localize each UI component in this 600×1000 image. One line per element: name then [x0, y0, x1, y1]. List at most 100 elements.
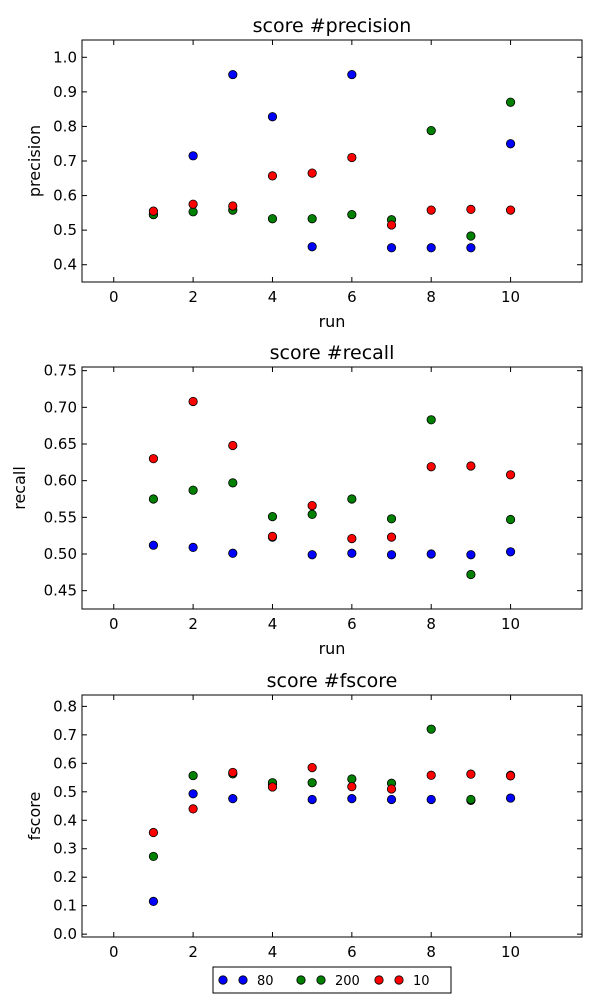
legend-label-80: 80 [257, 974, 274, 989]
x-tick-label: 10 [501, 615, 520, 633]
point-series-80-run-1 [148, 540, 159, 550]
legend-marker-10 [394, 975, 404, 985]
legend-marker-10 [374, 975, 384, 985]
y-tick-label: 0.8 [53, 697, 77, 715]
point-series-10-run-7 [386, 784, 397, 794]
y-tick-label: 0.1 [53, 897, 77, 915]
x-tick-label: 2 [188, 615, 198, 633]
point-series-80-run-10 [505, 793, 516, 803]
point-series-10-run-6 [347, 533, 357, 544]
point-series-10-run-10 [505, 205, 516, 215]
legend-marker-200 [316, 975, 326, 985]
point-series-80-run-2 [188, 789, 198, 799]
axes-frame [81, 694, 583, 938]
point-series-80-run-5 [307, 794, 317, 805]
point-series-80-run-3 [228, 794, 238, 804]
point-series-80-run-5 [307, 550, 317, 560]
point-series-80-run-10 [505, 547, 516, 557]
point-series-80-run-5 [307, 242, 317, 252]
data-points [148, 69, 516, 253]
y-tick-label: 0.4 [53, 256, 77, 274]
x-tick-label: 6 [347, 288, 357, 306]
point-series-10-run-8 [426, 462, 436, 472]
x-tick-label: 2 [188, 288, 198, 306]
point-series-10-run-5 [307, 762, 317, 773]
y-tick-label: 0.7 [53, 152, 77, 170]
point-series-80-run-4 [267, 112, 278, 122]
point-series-80-run-9 [466, 550, 476, 560]
y-axis-label: precision [25, 125, 44, 197]
point-series-80-run-9 [466, 243, 476, 253]
point-series-200-run-6 [347, 494, 357, 504]
point-series-10-run-2 [188, 396, 198, 407]
chart-panel-2: score #recall 0 2 4 6 8 10 0.45 0.50 0.55 0.60 0.65… [10, 342, 583, 658]
point-series-80-run-8 [426, 243, 436, 253]
point-series-200-run-10 [505, 514, 516, 525]
chart-panel-1: score #precision 0 2 4 6 8 10 0.4 0.5 0.6 0.7 0.8 0.… [25, 15, 583, 331]
point-series-10-run-1 [148, 454, 159, 464]
point-series-80-run-7 [386, 243, 397, 253]
point-series-10-run-3 [228, 767, 238, 778]
point-series-80-run-8 [426, 794, 436, 805]
x-tick-label: 6 [347, 943, 357, 961]
x-tick-label: 0 [109, 615, 119, 633]
point-series-80-run-3 [228, 69, 238, 80]
point-series-10-run-2 [188, 804, 198, 814]
x-tick-label: 4 [268, 943, 278, 961]
x-axis-label: run [319, 639, 346, 658]
chart-title: score #fscore [267, 670, 398, 692]
y-tick-label: 0.75 [44, 362, 77, 380]
y-tick-label: 0.65 [44, 435, 77, 453]
x-tick-label: 0 [109, 943, 119, 961]
point-series-10-run-1 [148, 827, 159, 838]
x-tick-label: 4 [268, 288, 278, 306]
point-series-80-run-2 [188, 151, 198, 161]
chart-title: score #recall [270, 342, 395, 364]
point-series-80-run-2 [188, 542, 198, 553]
point-series-10-run-6 [347, 782, 357, 792]
y-tick-label: 0.0 [53, 925, 77, 943]
point-series-10-run-2 [188, 199, 198, 209]
y-tick-label: 0.70 [44, 398, 77, 416]
point-series-80-run-3 [228, 548, 238, 558]
y-tick-label: 0.9 [53, 83, 77, 101]
point-series-10-run-5 [307, 500, 317, 511]
y-tick-label: 0.4 [53, 811, 77, 829]
point-series-200-run-9 [466, 794, 476, 805]
legend-box [212, 966, 452, 994]
point-series-10-run-4 [267, 171, 278, 181]
point-series-80-run-10 [505, 139, 516, 149]
point-series-80-run-6 [347, 548, 357, 558]
point-series-200-run-6 [347, 774, 357, 784]
point-series-10-run-5 [307, 168, 317, 178]
chart-title: score #precision [253, 15, 412, 37]
y-axis-label: fscore [25, 792, 44, 841]
point-series-10-run-4 [267, 531, 278, 542]
y-tick-label: 0.5 [53, 221, 77, 239]
point-series-10-run-3 [228, 201, 238, 211]
point-series-200-run-4 [267, 511, 278, 522]
y-tick-label: 0.8 [53, 117, 77, 135]
y-tick-label: 0.6 [53, 187, 77, 205]
x-tick-label: 2 [188, 943, 198, 961]
x-tick-label: 6 [347, 615, 357, 633]
x-tick-label: 8 [426, 943, 436, 961]
legend-marker-200 [296, 975, 306, 985]
point-series-200-run-9 [466, 569, 476, 580]
y-tick-label: 1.0 [53, 48, 77, 66]
x-tick-label: 10 [501, 943, 520, 961]
point-series-200-run-5 [307, 509, 317, 520]
y-tick-label: 0.45 [44, 582, 77, 600]
point-series-80-run-6 [347, 794, 357, 804]
point-series-200-run-8 [426, 125, 436, 136]
point-series-200-run-2 [188, 207, 198, 217]
legend-label-10: 10 [413, 974, 430, 989]
point-series-80-run-7 [386, 794, 397, 805]
point-series-200-run-1 [148, 851, 159, 862]
x-tick-label: 4 [268, 615, 278, 633]
point-series-10-run-9 [466, 461, 476, 471]
point-series-200-run-9 [466, 231, 476, 241]
point-series-10-run-4 [267, 782, 278, 792]
